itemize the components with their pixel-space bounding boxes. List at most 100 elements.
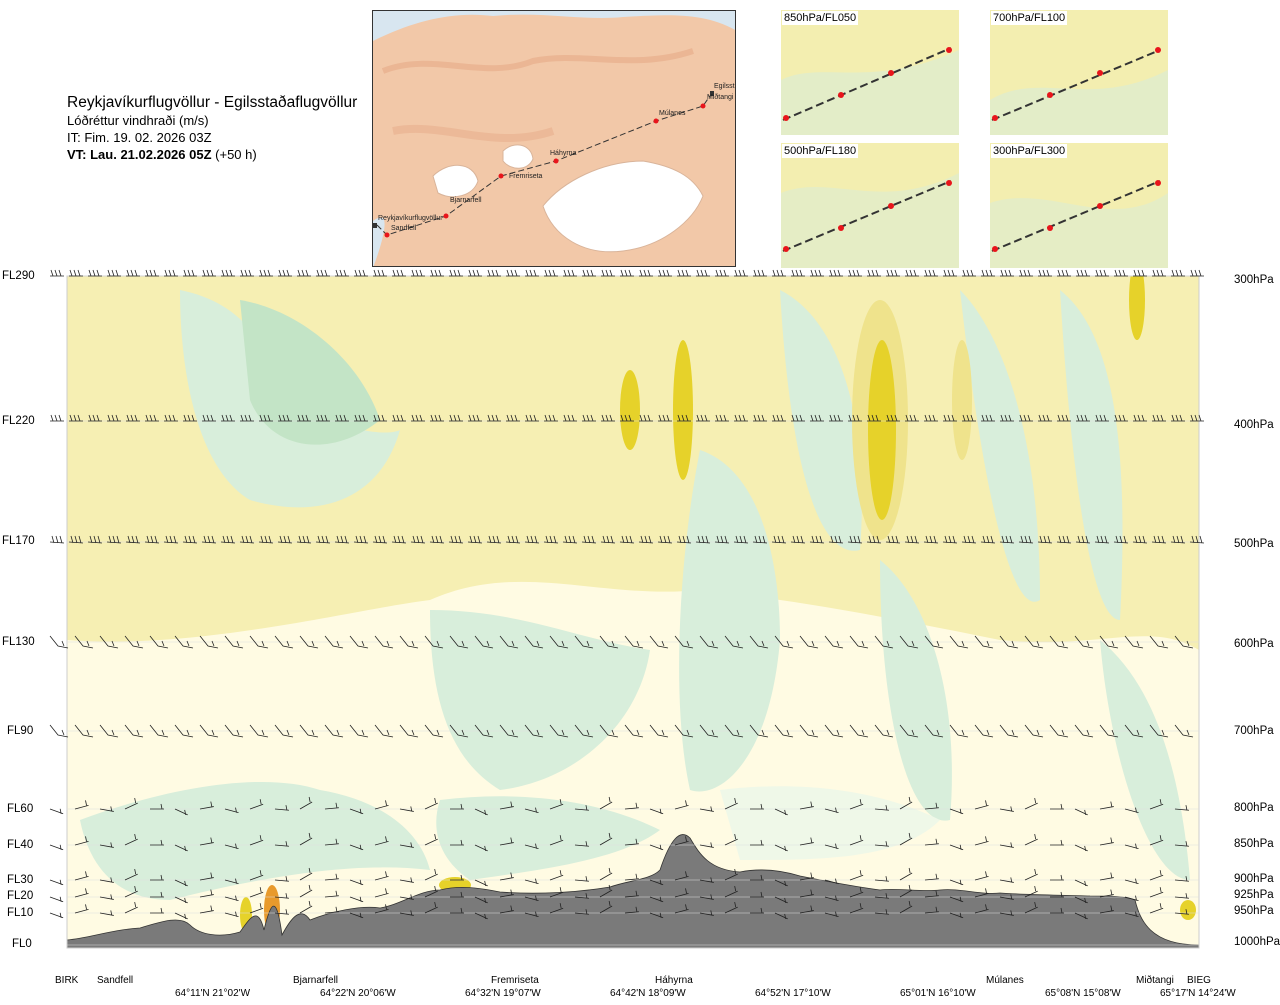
field-weak-down-low-east xyxy=(720,786,940,860)
wind-barb xyxy=(353,535,369,544)
wind-barb xyxy=(999,842,1014,848)
wind-barb xyxy=(974,635,994,649)
wind-barb xyxy=(524,878,539,885)
wind-barb xyxy=(899,832,913,846)
wind-barb xyxy=(543,535,559,544)
wind-barb xyxy=(249,835,264,846)
x-location-fremriseta: Fremriseta xyxy=(491,975,539,986)
map-label-midtangi: Miðtangi xyxy=(707,93,734,101)
wind-barb xyxy=(699,877,714,883)
wind-barb xyxy=(601,269,615,277)
wind-barb xyxy=(674,635,694,649)
wind-barb xyxy=(199,635,219,649)
wind-barb xyxy=(886,414,900,422)
wind-barb xyxy=(924,906,939,914)
wind-barb xyxy=(474,808,488,816)
wind-barb xyxy=(999,635,1019,649)
wind-barb xyxy=(49,808,64,815)
wind-barb xyxy=(324,890,339,898)
wind-barb xyxy=(829,414,843,422)
wind-barb xyxy=(1124,878,1139,885)
wind-barb xyxy=(391,535,407,544)
wind-barb xyxy=(1171,414,1185,422)
wind-barb xyxy=(924,873,939,881)
wind-barb xyxy=(772,269,786,277)
wind-barb xyxy=(149,635,169,649)
valid-time-suffix: (+50 h) xyxy=(215,147,257,162)
wind-barb xyxy=(174,635,194,649)
wind-barb xyxy=(1099,889,1114,898)
field-down-hahyrna-column xyxy=(679,450,780,792)
wind-barb xyxy=(866,535,882,544)
wind-barb xyxy=(1149,835,1164,846)
wind-barb xyxy=(374,904,389,914)
wind-barb xyxy=(791,269,805,277)
wind-barb xyxy=(1174,909,1189,915)
wind-barb xyxy=(774,896,788,904)
wind-barb xyxy=(549,887,564,898)
wind-barb xyxy=(1149,887,1164,898)
field-strong-up-bieg xyxy=(1180,900,1196,920)
wind-barb xyxy=(1074,635,1094,649)
wind-barb xyxy=(449,635,469,649)
mini-map-300: 300hPa/FL300 xyxy=(990,143,1168,268)
wind-barb xyxy=(1124,843,1139,850)
wind-barb xyxy=(874,635,894,649)
wind-barb xyxy=(810,269,824,277)
wind-barb xyxy=(99,635,119,649)
wind-barb xyxy=(1074,808,1088,816)
wind-barb xyxy=(202,414,216,422)
wind-barb xyxy=(199,905,214,914)
wind-barb xyxy=(183,414,197,422)
wind-barb xyxy=(1189,535,1205,544)
wind-barb xyxy=(144,535,160,544)
mini-map-300-label: 300hPa/FL300 xyxy=(991,144,1068,158)
wind-barb xyxy=(240,269,254,277)
wind-barb xyxy=(505,535,521,544)
wind-barb xyxy=(574,635,594,649)
wind-barb xyxy=(349,912,364,919)
wind-barb xyxy=(867,269,881,277)
map-label-fremriseta: Fremriseta xyxy=(509,173,543,180)
wind-barb xyxy=(1114,269,1128,277)
wind-barb xyxy=(467,535,483,544)
wind-barb xyxy=(1149,903,1164,914)
wind-barb xyxy=(424,869,438,881)
wind-barb xyxy=(125,535,141,544)
wind-barb xyxy=(849,724,869,738)
wind-barb xyxy=(824,843,839,850)
wind-barb xyxy=(1024,724,1044,738)
field-strong-up-west-of-hahyrna xyxy=(620,370,640,450)
wind-barb xyxy=(399,635,419,649)
wind-barb xyxy=(696,269,710,277)
wind-barb xyxy=(220,535,236,544)
fl-tick-fl0: FL0 xyxy=(12,938,32,950)
wind-barb xyxy=(649,724,669,738)
wind-barb xyxy=(1024,869,1038,881)
wind-barb xyxy=(524,843,539,850)
wind-barb xyxy=(174,808,188,816)
wind-barb xyxy=(74,904,89,914)
mini-map-500-label: 500hPa/FL180 xyxy=(782,144,859,158)
wind-barb xyxy=(724,724,744,738)
wind-barb xyxy=(949,724,969,738)
wind-barb xyxy=(874,893,889,899)
wind-barb xyxy=(335,414,349,422)
x-coord-4: 64°42'N 18°09'W xyxy=(610,988,686,999)
wind-barb xyxy=(249,635,269,649)
wind-barb xyxy=(354,269,368,277)
wind-barb xyxy=(506,414,520,422)
wind-barb xyxy=(392,269,406,277)
wind-barb xyxy=(791,414,805,422)
wind-barb xyxy=(549,799,564,810)
fl-tick-fl60: FL60 xyxy=(7,803,34,815)
wind-barb xyxy=(824,895,839,902)
wind-barb xyxy=(1074,724,1094,738)
wind-barb xyxy=(474,724,494,738)
wind-barb xyxy=(980,535,996,544)
wind-barb xyxy=(99,910,114,916)
wind-barb xyxy=(1133,269,1147,277)
wind-barb xyxy=(624,873,639,881)
field-strong-up-east-column xyxy=(868,340,896,520)
wind-barb xyxy=(620,414,634,422)
